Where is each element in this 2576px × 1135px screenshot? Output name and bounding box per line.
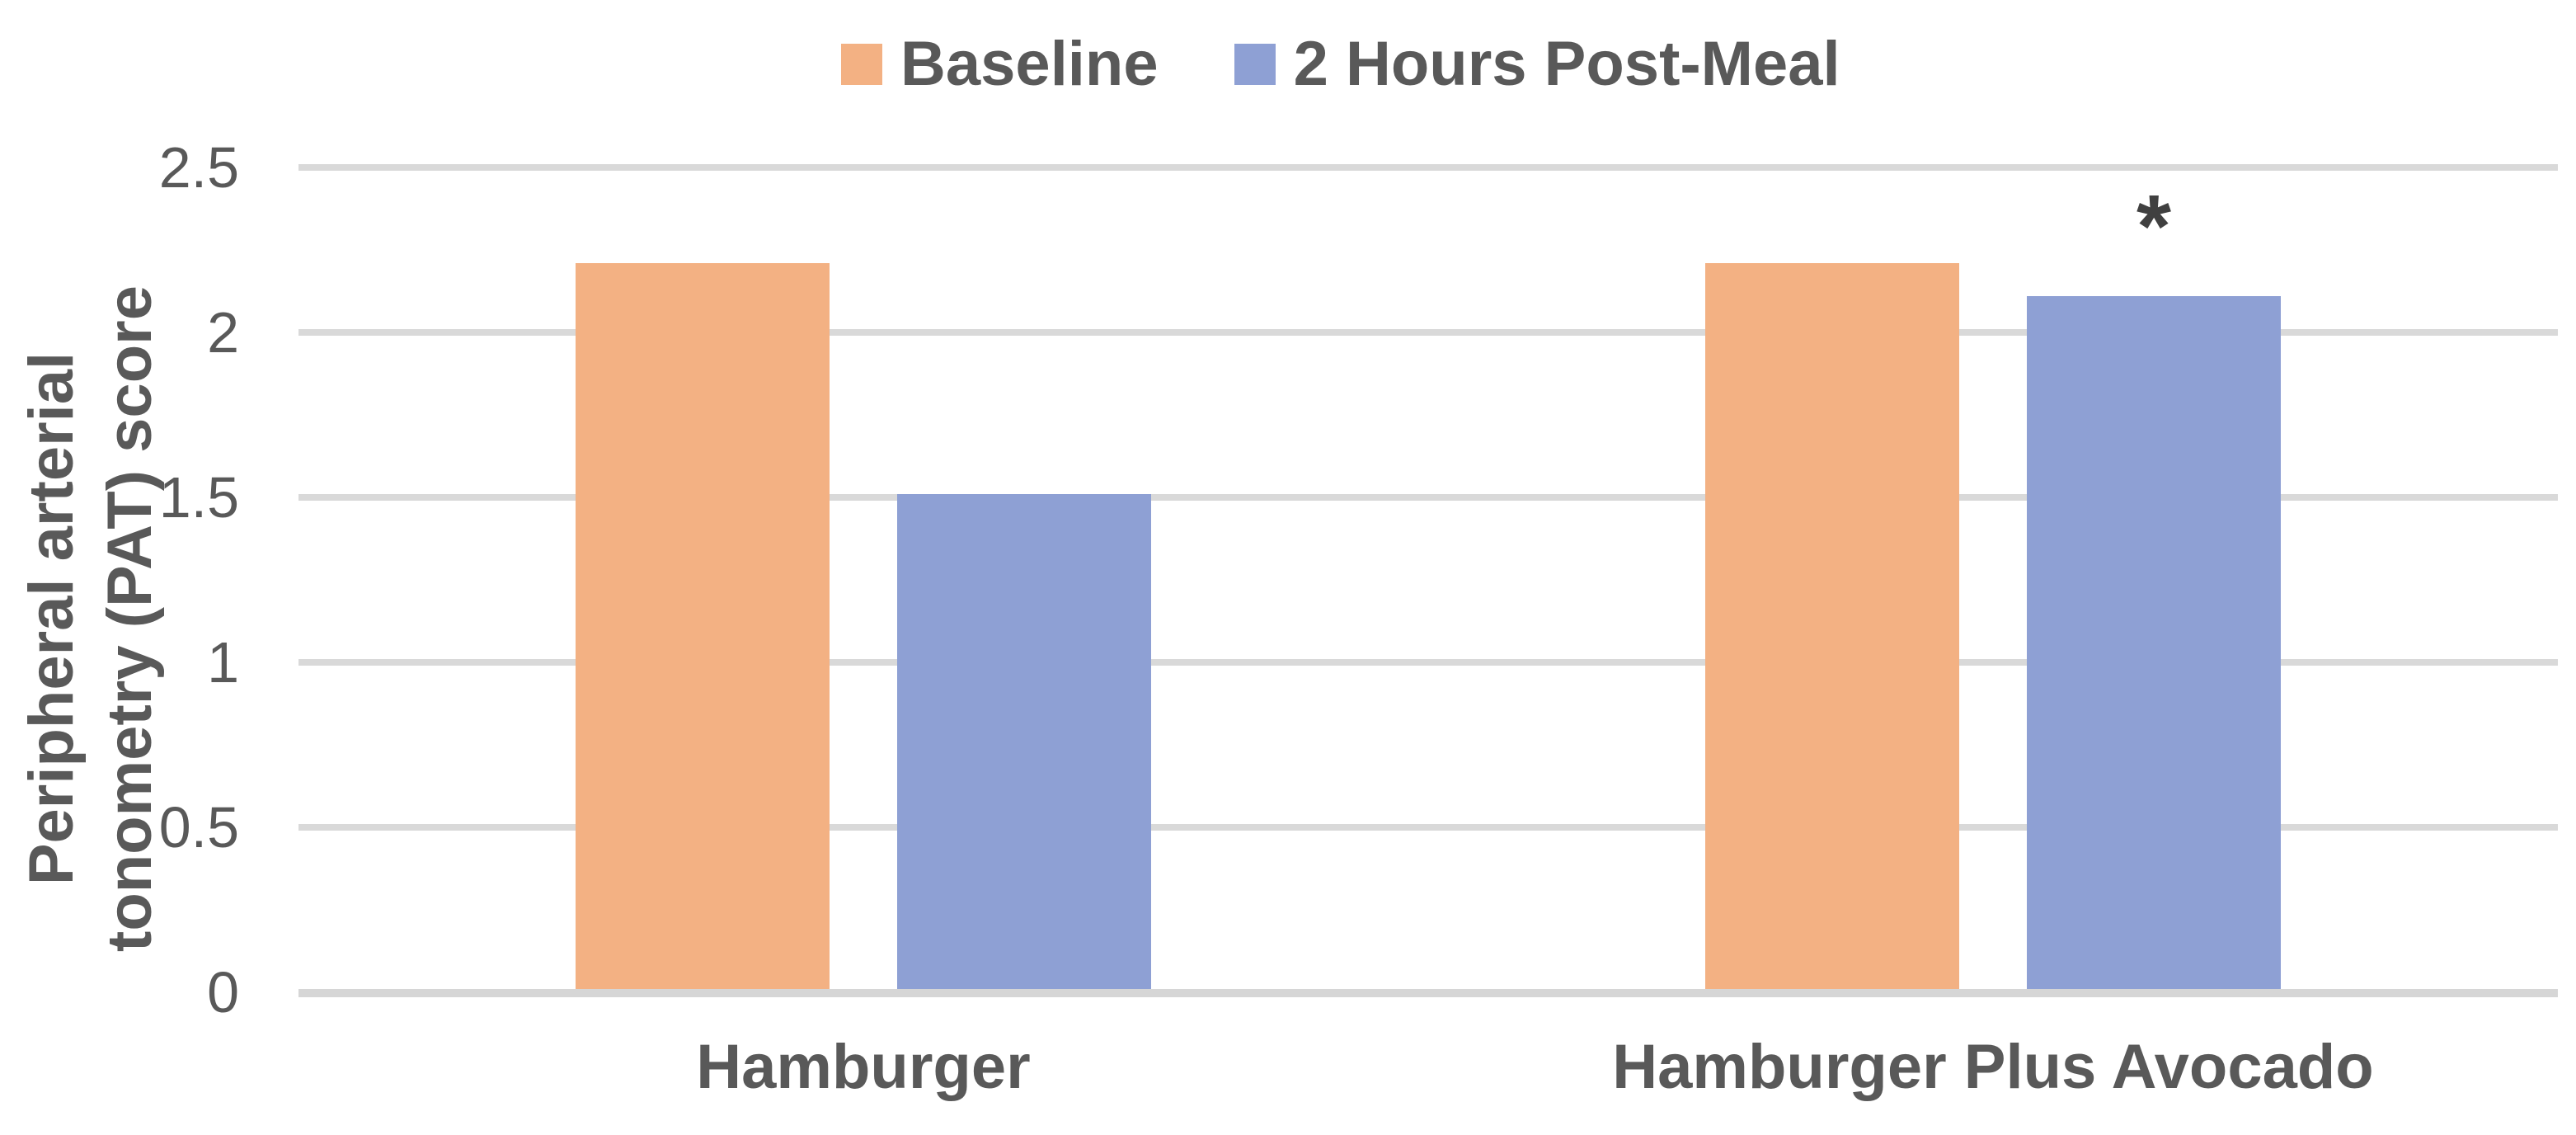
legend-label-baseline: Baseline (900, 29, 1159, 99)
gridline (298, 659, 2558, 666)
y-tick-label-1: 1 (207, 630, 239, 695)
bar-hamburger-baseline (576, 263, 830, 989)
legend-item-baseline: Baseline (841, 33, 1159, 96)
gridline (298, 164, 2558, 171)
legend-swatch-post-meal (1234, 44, 1276, 85)
y-tick-label-2: 2 (207, 300, 239, 365)
y-tick-label-0: 0 (207, 960, 239, 1024)
y-tick-label-2-5: 2.5 (158, 135, 239, 200)
legend-label-post-meal: 2 Hours Post-Meal (1293, 29, 1840, 99)
legend-item-post-meal: 2 Hours Post-Meal (1234, 33, 1840, 96)
gridline (298, 329, 2558, 336)
chart-legend: Baseline 2 Hours Post-Meal (841, 21, 1840, 107)
bar-hamburger-post-meal (897, 494, 1151, 989)
bar-avocado-post-meal (2027, 296, 2281, 989)
legend-swatch-baseline (841, 44, 882, 85)
y-tick-label-1-5: 1.5 (158, 465, 239, 530)
gridline (298, 824, 2558, 831)
x-category-label-avocado: Hamburger Plus Avocado (1612, 1032, 2374, 1102)
gridline (298, 494, 2558, 501)
y-tick-label-0-5: 0.5 (158, 795, 239, 859)
x-axis-line (298, 989, 2558, 997)
x-category-label-hamburger: Hamburger (696, 1032, 1031, 1102)
bar-avocado-baseline (1705, 263, 1959, 989)
significance-asterisk: * (2136, 176, 2172, 276)
